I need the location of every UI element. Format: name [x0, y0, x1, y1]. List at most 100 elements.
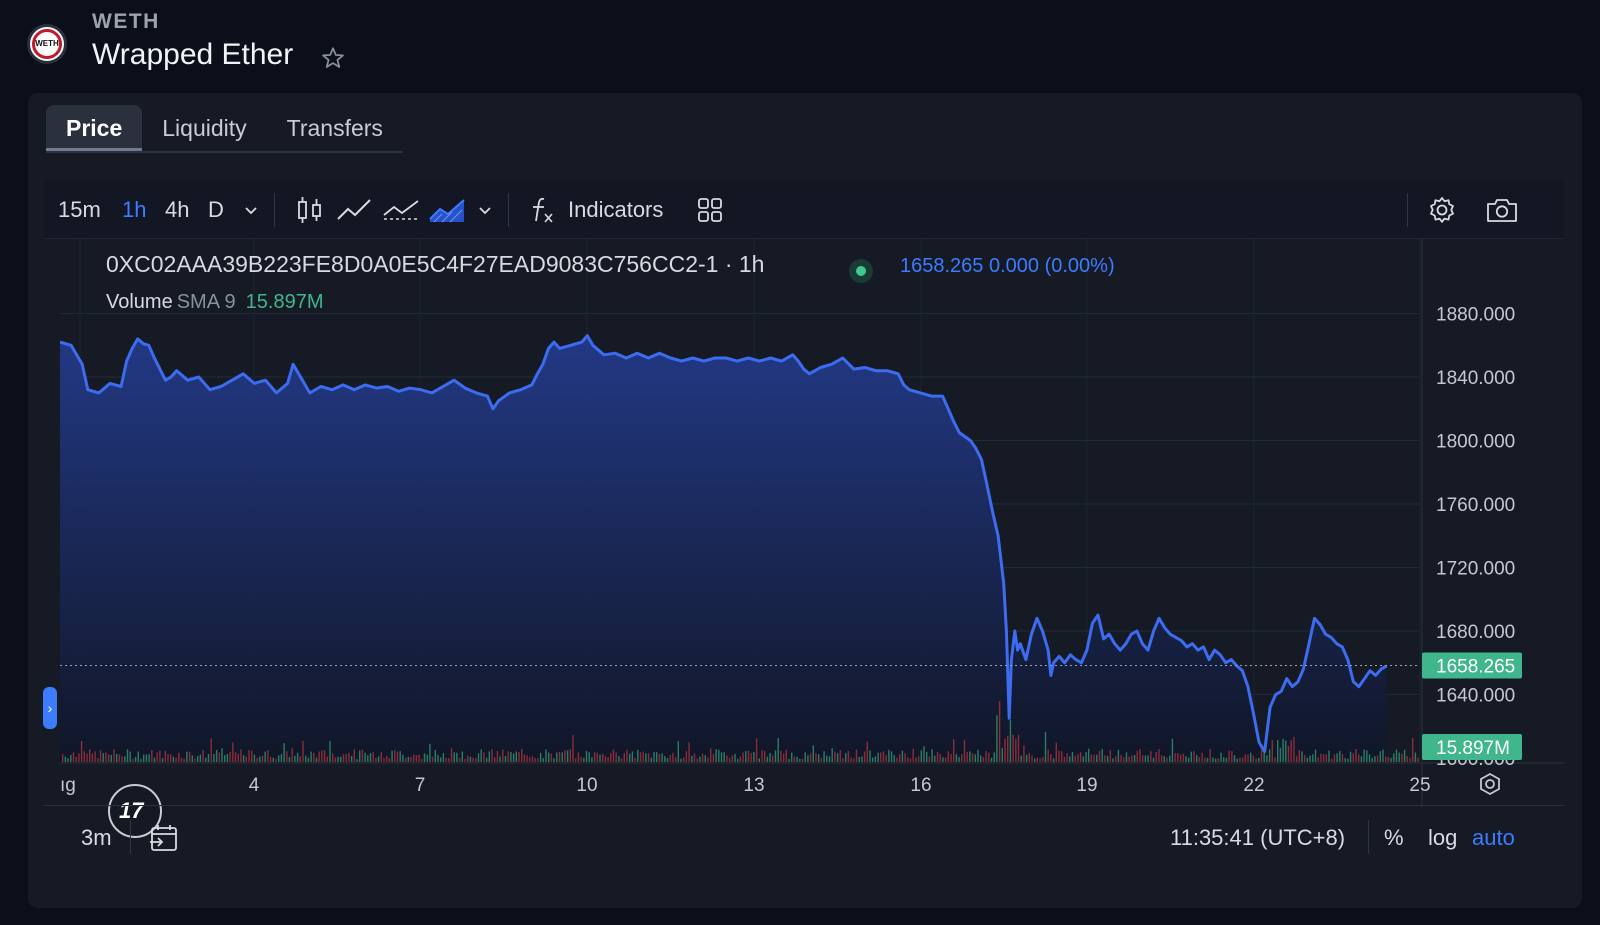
clock-time[interactable]: 11:35:41 (UTC+8)	[1170, 825, 1346, 850]
function-icon[interactable]	[528, 195, 558, 225]
volume-bar	[1339, 751, 1341, 762]
volume-bar	[118, 754, 121, 762]
volume-bar	[1115, 756, 1117, 762]
tab-price[interactable]: Price	[46, 105, 143, 151]
volume-bar	[950, 753, 952, 762]
volume-bar	[140, 758, 142, 762]
volume-bar	[361, 749, 364, 762]
volume-bar	[132, 758, 134, 762]
range-3m[interactable]: 3m	[81, 825, 112, 850]
volume-bar	[237, 753, 239, 762]
volume-bar	[1028, 752, 1030, 762]
volume-bar	[701, 753, 704, 762]
volume-bar	[1336, 753, 1338, 762]
volume-label: Volume	[106, 291, 173, 313]
volume-bar	[1293, 736, 1295, 762]
volume-bar	[210, 738, 212, 762]
volume-bar	[356, 759, 358, 762]
volume-bar	[793, 756, 796, 762]
volume-bar	[156, 752, 158, 762]
volume-bar	[110, 754, 112, 762]
volume-bar	[1233, 755, 1236, 762]
camera-icon[interactable]	[1484, 195, 1520, 225]
x-tick-label: 10	[576, 775, 597, 796]
percent-toggle[interactable]: %	[1384, 825, 1404, 850]
volume-bar	[1187, 757, 1190, 762]
volume-bar	[1209, 749, 1211, 762]
volume-bar	[1123, 757, 1125, 762]
volume-bar	[718, 749, 720, 762]
volume-bar	[947, 751, 949, 762]
volume-bar	[280, 754, 283, 762]
line-markers-icon[interactable]	[382, 195, 420, 225]
interval-1h[interactable]: 1h	[122, 197, 147, 222]
grid-layout-icon[interactable]	[694, 195, 726, 225]
sidebar-toggle[interactable]: ›	[43, 687, 57, 729]
volume-bar	[126, 749, 129, 762]
volume-bar	[942, 757, 944, 762]
volume-bar	[64, 756, 67, 762]
volume-bar	[917, 755, 920, 762]
tab-bar: Price Liquidity Transfers	[46, 105, 403, 153]
volume-bar	[129, 751, 131, 762]
axis-settings-icon[interactable]	[1480, 772, 1500, 796]
volume-bar	[264, 751, 266, 762]
chevron-down-icon[interactable]	[474, 195, 496, 225]
volume-bar	[934, 755, 936, 762]
interval-d[interactable]: D	[208, 197, 224, 222]
volume-bar	[1376, 755, 1379, 762]
volume-bar	[796, 756, 798, 762]
y-tick-label: 1640.000	[1436, 686, 1515, 707]
volume-bar	[1409, 758, 1411, 762]
volume-bar	[278, 755, 280, 762]
auto-toggle[interactable]: auto	[1472, 825, 1515, 850]
chart-canvas[interactable]: 1880.000 1840.000 1800.000 1760.000 1720.000…	[60, 239, 1564, 807]
volume-bar	[305, 755, 307, 762]
volume-bar	[1322, 754, 1325, 762]
volume-bar	[526, 755, 528, 762]
y-tick-label: 1720.000	[1436, 559, 1515, 580]
volume-bar	[893, 755, 895, 762]
volume-bar	[699, 756, 701, 762]
line-icon[interactable]	[336, 195, 372, 225]
volume-bar	[1309, 755, 1311, 762]
token-symbol: WETH	[92, 10, 160, 33]
volume-bar	[91, 753, 94, 762]
tab-transfers[interactable]: Transfers	[286, 115, 383, 141]
log-toggle[interactable]: log	[1428, 825, 1458, 850]
goto-date-icon[interactable]	[148, 822, 180, 854]
volume-bar	[1298, 749, 1300, 762]
volume-bar	[926, 751, 928, 762]
area-icon[interactable]	[428, 195, 466, 225]
volume-bar	[183, 758, 185, 762]
chevron-down-icon[interactable]	[240, 195, 262, 225]
volume-bar	[1069, 756, 1071, 762]
volume-bar	[1225, 757, 1228, 762]
star-icon[interactable]	[320, 45, 346, 71]
volume-bar	[391, 750, 393, 762]
volume-bar	[1074, 755, 1076, 762]
gear-icon[interactable]	[1426, 195, 1458, 225]
volume-bar	[153, 757, 156, 762]
interval-4h[interactable]: 4h	[165, 197, 190, 222]
volume-bar	[1304, 755, 1306, 762]
volume-bar	[523, 754, 526, 762]
volume-bar	[750, 752, 752, 762]
indicators-button[interactable]: Indicators	[568, 197, 664, 222]
tab-liquidity[interactable]: Liquidity	[162, 115, 247, 141]
token-name: Wrapped Ether	[92, 38, 294, 71]
volume-bar	[423, 753, 426, 762]
candles-icon[interactable]	[294, 195, 326, 225]
interval-15m[interactable]: 15m	[58, 197, 101, 222]
volume-bar	[1044, 731, 1047, 762]
volume-bar	[529, 757, 531, 762]
price-chart[interactable]: 1880.000 1840.000 1800.000 1760.000 1720.000…	[60, 239, 1564, 838]
volume-bar	[931, 749, 933, 762]
volume-bar	[1390, 758, 1392, 762]
volume-bar	[159, 750, 161, 762]
volume-bar	[1109, 750, 1111, 762]
volume-bar	[445, 758, 447, 762]
volume-bar	[1206, 757, 1209, 762]
volume-bar	[485, 757, 488, 762]
volume-bar	[1133, 755, 1136, 762]
